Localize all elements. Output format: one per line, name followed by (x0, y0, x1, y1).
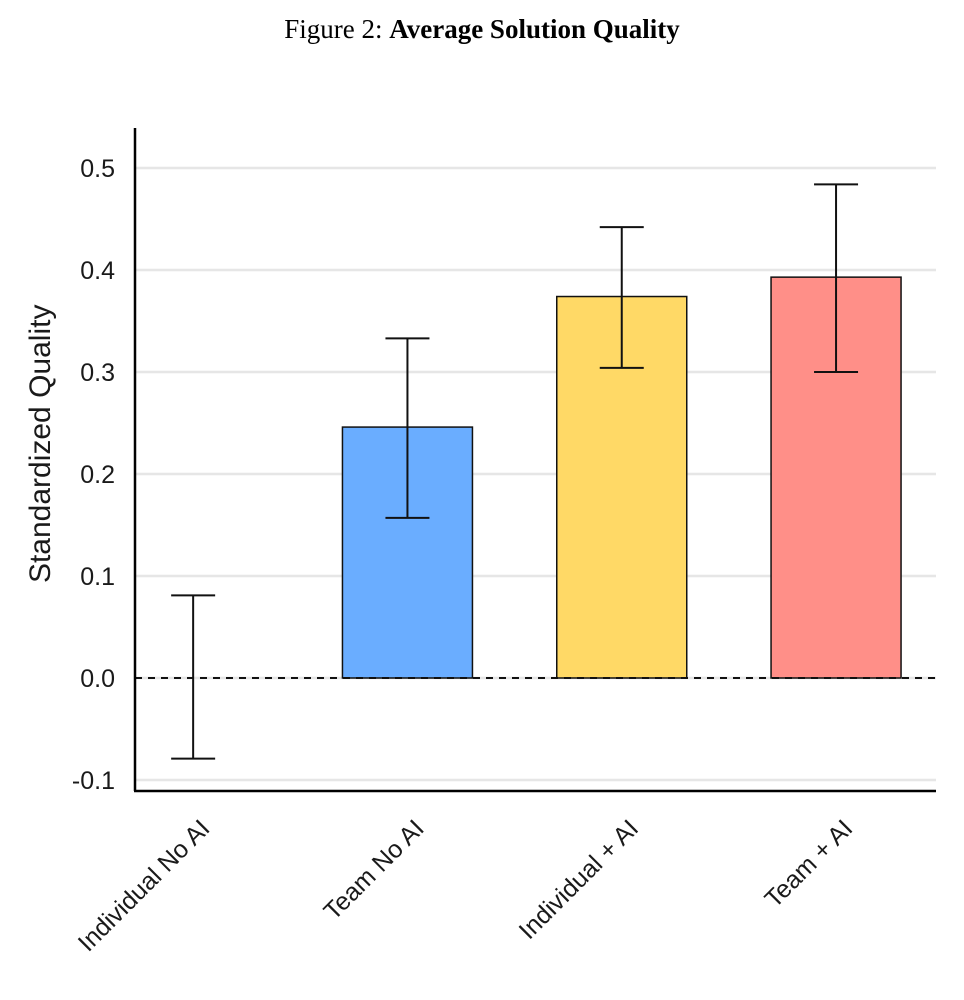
y-tick-label: -0.1 (72, 767, 115, 795)
y-tick-labels: -0.1 0.0 0.1 0.2 0.3 0.4 0.5 (72, 155, 115, 795)
error-bar (385, 337, 430, 519)
error-bar (599, 226, 644, 369)
error-bar (171, 594, 216, 760)
x-tick-label: Team + AI (759, 814, 858, 913)
y-tick-label: 0.0 (80, 665, 115, 693)
y-tick-label: 0.2 (80, 461, 115, 489)
error-bars (171, 183, 859, 760)
x-tick-label: Individual + AI (514, 814, 644, 944)
y-tick-label: 0.1 (80, 563, 115, 591)
figure-label: Figure 2: (284, 14, 383, 44)
y-tick-label: 0.5 (80, 155, 115, 183)
y-axis-label: Standardized Quality (24, 305, 57, 584)
error-bar (814, 183, 859, 373)
x-tick-label: Team No AI (319, 814, 430, 925)
figure-title: Figure 2: Average Solution Quality (0, 14, 964, 45)
x-tick-label: Individual No AI (73, 814, 216, 957)
y-tick-label: 0.4 (80, 257, 115, 285)
y-tick-label: 0.3 (80, 359, 115, 387)
figure-title-text: Average Solution Quality (389, 14, 680, 44)
axes (133, 128, 936, 793)
x-tick-labels: Individual No AI Team No AI Individual + A… (73, 814, 859, 957)
